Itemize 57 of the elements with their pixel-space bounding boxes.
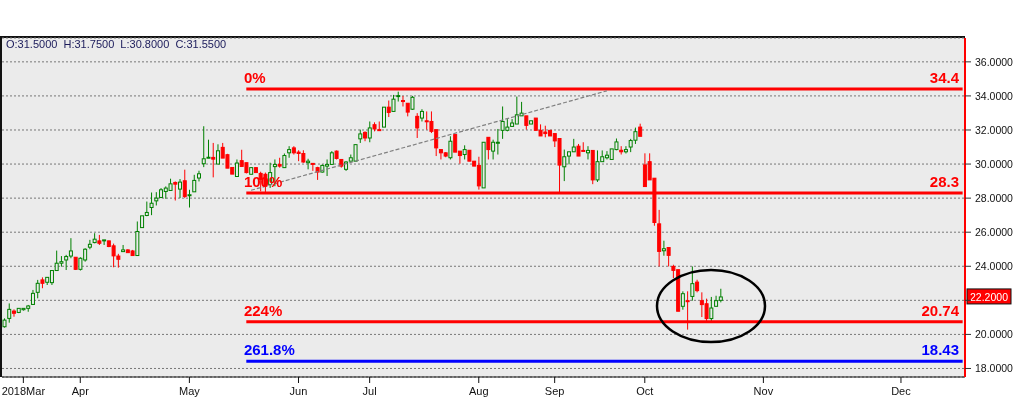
annotation: O:31.5000 H:31.7500 L:30.8000 C:31.5500 [6, 38, 227, 50]
candlestick [35, 279, 40, 299]
ref-line-label: 34.4 [929, 69, 960, 87]
candlestick [486, 136, 491, 160]
candlestick [102, 239, 107, 246]
candlestick [562, 149, 567, 182]
candlestick [448, 135, 453, 160]
candlestick [491, 139, 496, 160]
y-tick-label: 26.0000 [975, 226, 1014, 239]
y-tick-label: 24.0000 [975, 260, 1014, 273]
candlestick [709, 296, 714, 323]
candlestick [690, 265, 695, 302]
annotation: 261.8% [243, 341, 295, 359]
y-tick-label: 20.0000 [975, 328, 1014, 341]
candlestick [215, 143, 220, 165]
y-tick-label: 32.0000 [975, 123, 1014, 136]
y-tick-label: 30.0000 [975, 158, 1014, 171]
candlestick [178, 178, 183, 199]
x-tick-label: Jul [362, 385, 377, 397]
ref-line-label: 28.3 [929, 173, 959, 191]
candlestick [211, 142, 216, 178]
candlestick [415, 112, 420, 139]
candlestick [7, 302, 12, 324]
candlestick [149, 192, 154, 216]
candlestick [367, 120, 372, 143]
candlestick [476, 156, 481, 191]
ref-line-label: 18.43 [921, 341, 959, 359]
x-tick-label: Sep [544, 385, 565, 397]
candlestick [400, 95, 405, 107]
candlestick [121, 244, 126, 253]
candlestick [382, 106, 387, 128]
x-tick-label: Nov [753, 385, 774, 397]
x-tick-label: Jun [289, 385, 308, 397]
candlestick [623, 145, 628, 154]
y-tick-label: 18.0000 [975, 362, 1014, 375]
annotation: 224% [243, 301, 283, 319]
y-tick-label: 36.0000 [975, 55, 1014, 68]
y-tick-label: 28.0000 [975, 192, 1014, 205]
candlestick [11, 308, 16, 318]
x-tick-label: Oct [636, 385, 654, 397]
candlestick [173, 180, 178, 202]
y-tick-label: 34.0000 [975, 89, 1014, 102]
candlestick [182, 169, 187, 199]
candlestick [595, 149, 600, 183]
candlestick [661, 240, 666, 257]
annotation: 0% [243, 69, 266, 87]
x-tick-label: May [178, 385, 201, 397]
candlestick [68, 237, 73, 259]
x-tick-label: 2018Mar [1, 385, 46, 397]
candlestick [585, 145, 590, 160]
x-tick-label: Dec [891, 385, 912, 397]
x-tick-label: Aug [468, 385, 489, 397]
ref-line-label: 20.74 [921, 301, 960, 319]
candlestick [680, 290, 685, 311]
annotation: 22.2000 [970, 290, 1009, 303]
x-tick-label: Apr [71, 385, 90, 397]
candlestick [666, 247, 671, 267]
